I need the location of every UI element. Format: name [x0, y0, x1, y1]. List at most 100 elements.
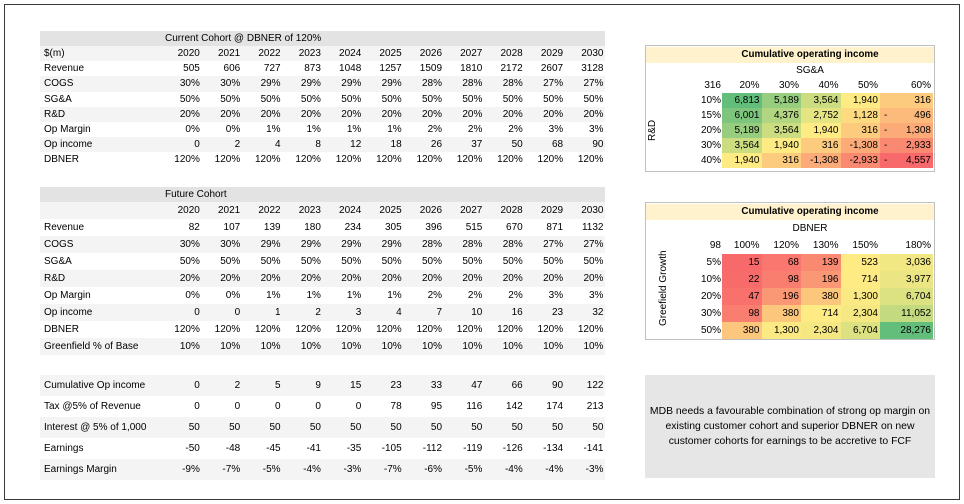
cell-value: 10% [381, 341, 402, 352]
cell-value: 20% [381, 273, 402, 284]
heatmap-cell: 1,940 [722, 153, 762, 168]
cell-value: 120% [497, 324, 523, 335]
cell-value: 50 [471, 421, 483, 433]
cell-value: 50 [511, 139, 523, 151]
table-row: Op income 0 0 1 2 3 4 7 10 16 23 32 [40, 304, 605, 321]
heatmap-cell: 3,564 [722, 138, 762, 153]
heatmap-cell: 5,189 [761, 93, 801, 108]
cell-value: 37 [471, 139, 483, 151]
heatmap-cell: 1,940 [840, 93, 880, 108]
heatmap-title: Cumulative operating income [646, 204, 934, 220]
cell-value: 29% [381, 78, 402, 90]
cell-value: -7% [383, 463, 402, 475]
cell-value: 10% [220, 341, 241, 352]
cell-value: 50% [543, 93, 564, 105]
heatmap-column-header: 120% [773, 240, 799, 251]
heatmap-column-header: 30% [778, 80, 799, 91]
cell-value: 29% [300, 239, 321, 250]
cell-value: 20% [543, 108, 564, 120]
year-header: 2025 [379, 205, 402, 216]
cell-value: 213 [586, 400, 604, 412]
cell-value: -4% [545, 463, 564, 475]
cell-value: 7 [436, 307, 443, 318]
heatmap-cell: 22 [722, 271, 762, 288]
cell-value: -134 [543, 442, 564, 454]
cell-value: 50% [300, 256, 321, 267]
cell-value: 1% [306, 290, 321, 301]
cell-value: 2 [315, 307, 321, 318]
heatmap-row-header: 40% [700, 155, 721, 166]
cell-value: 20% [543, 273, 564, 284]
heatmap-cell: 6,813 [722, 93, 762, 108]
heatmap-row-axis-label: R&D [647, 119, 658, 142]
table-row: DBNER 120% 120% 120% 120% 120% 120% 120% 120% 120… [40, 152, 605, 167]
heatmap-row: 5% 15 68 139 523 3,036 [686, 254, 933, 271]
cell-value: 3 [355, 307, 362, 318]
cell-value: 1% [266, 123, 281, 135]
cell-value: -112 [422, 442, 443, 454]
heatmap-title: Cumulative operating income [646, 47, 934, 63]
year-header: 2025 [379, 48, 402, 59]
heatmap-cell: 2,304 [840, 305, 880, 322]
cell-value: 27% [543, 78, 564, 90]
cell-value: 50 [309, 421, 321, 433]
cell-value: 120% [295, 324, 321, 335]
note-line: existing customer cohort and superior DB… [665, 421, 915, 432]
year-header: 2022 [258, 48, 281, 59]
year-header-row: $(m) 2020 2021 2022 2023 2024 2025 2026 2027 2028… [40, 46, 605, 62]
cell-value: 120% [174, 324, 200, 335]
cell-value: 50% [583, 93, 604, 105]
cell-value: 139 [263, 222, 281, 233]
note-line: customer cohorts for earnings to be accr… [668, 436, 912, 447]
row-label: R&D [44, 108, 66, 120]
cell-value: 16 [511, 307, 523, 318]
cell-value: 174 [546, 400, 564, 412]
cell-value: 1% [387, 290, 402, 301]
cell-value: 20% [300, 108, 321, 120]
cell-value: 180 [304, 222, 321, 233]
cell-value: 82 [188, 222, 200, 233]
cell-value: 2% [508, 290, 523, 301]
cell-value: 20% [260, 108, 281, 120]
cell-value: 20% [502, 108, 523, 120]
cell-value: 10% [422, 341, 443, 352]
cell-value: 10% [260, 341, 281, 352]
heatmap-row-header: 20% [700, 125, 721, 136]
heatmap-cell: 6,704 [880, 288, 933, 305]
commentary-note: MDB needs a favourable combination of st… [645, 375, 935, 478]
heatmap-row: 15% 6,001 4,376 2,752 1,128- 496 [686, 108, 933, 123]
cell-value: -7% [222, 463, 241, 475]
cell-value: 29% [381, 239, 402, 250]
heatmap-column-header-row: 98 100% 120% 130% 150% 180% [686, 237, 933, 254]
cell-value: 20% [341, 108, 362, 120]
table-row: Earnings -50 -48 -45 -41 -35 -105 -112 -119 -126 -… [40, 438, 605, 459]
year-header: 2028 [500, 48, 523, 59]
year-header: 2030 [581, 48, 604, 59]
future-cohort-table: Future Cohort 2020 2021 2022 2023 2024 2025 20… [40, 187, 605, 355]
cell-value: 20% [300, 273, 321, 284]
heatmap-row: 20% 5,189 3,564 1,940 316- 1,308 [686, 123, 933, 138]
heatmap-corner-value: 316 [704, 80, 721, 91]
cell-value: 33 [430, 379, 443, 391]
heatmap-grid: 316 20% 30% 40% 50% 60% 10% 6,813 5,189 3,564 1,94… [686, 78, 933, 168]
current-cohort-rows: $(m) 2020 2021 2022 2023 2024 2025 2026 2027 2028… [40, 46, 605, 168]
cell-value: 142 [506, 400, 523, 412]
heatmap-cell: -1,308 [840, 138, 880, 153]
cell-value: -35 [346, 442, 362, 454]
cell-value: 120% [335, 324, 362, 335]
cell-value: 20% [220, 273, 241, 284]
cell-value: 1 [275, 307, 281, 318]
units-label [40, 202, 161, 219]
heatmap-row: 10% 6,813 5,189 3,564 1,940 316 [686, 93, 933, 108]
cell-value: 15 [350, 379, 362, 391]
table-row: Revenue 82 107 139 180 234 305 396 515 670 871 1132 [40, 219, 605, 236]
cell-value: -5% [262, 463, 281, 475]
cell-value: -45 [266, 442, 281, 454]
row-label: COGS [44, 78, 74, 90]
heatmap-cell: 1,300 [761, 322, 801, 339]
cell-value: 0 [194, 400, 200, 412]
cell-value: 29% [260, 78, 281, 90]
year-header: 2020 [177, 48, 200, 59]
row-label: SG&A [44, 93, 72, 105]
cell-value: 0 [194, 379, 200, 391]
